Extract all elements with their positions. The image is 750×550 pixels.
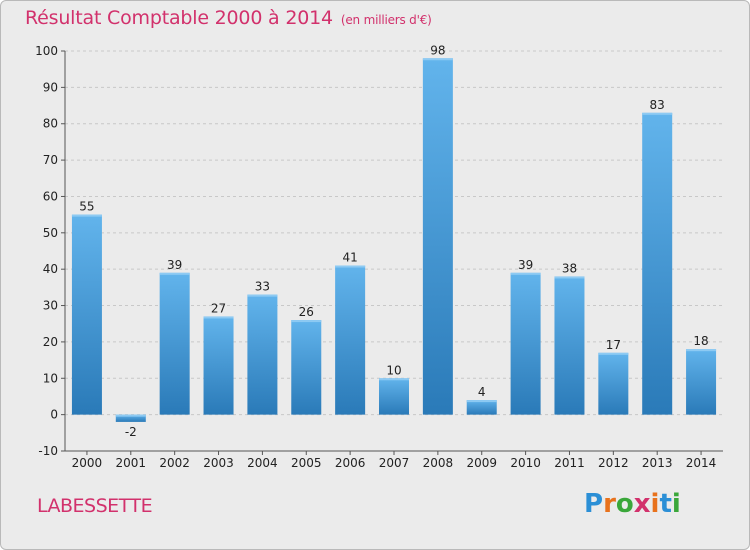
data-label-2001: -2: [125, 425, 137, 439]
axes: [61, 50, 723, 455]
data-label-2011: 38: [562, 261, 577, 275]
commune-name: LABESSETTE: [37, 495, 153, 517]
data-label-2010: 39: [518, 258, 533, 272]
data-label-2006: 41: [342, 251, 357, 265]
x-tick-label-2005: 2005: [291, 456, 322, 470]
y-tick-label: 100: [35, 44, 58, 58]
logo-letter: i: [650, 489, 660, 519]
x-tick-label-2013: 2013: [642, 456, 673, 470]
x-tick-labels: 2000 2001 2002 2003 2004 2005 2006 2007 2008 2009…: [72, 456, 717, 470]
bar-highlight: [335, 265, 366, 268]
y-tick-label: 0: [50, 408, 58, 422]
logo-letter: r: [603, 489, 616, 519]
bars: [71, 58, 717, 422]
logo-letter: o: [615, 489, 634, 519]
bar-2001[interactable]: [115, 414, 146, 422]
bar-2005[interactable]: [291, 320, 322, 415]
bar-highlight: [379, 378, 409, 381]
logo-letter: x: [633, 489, 651, 519]
x-tick-label-2000: 2000: [72, 456, 103, 470]
chart-title: Résultat Comptable 2000 à 2014 (en millie…: [25, 7, 432, 29]
chart-subtitle: (en milliers d'€): [340, 13, 432, 27]
y-tick-label: 10: [43, 371, 58, 385]
data-label-2007: 10: [386, 363, 401, 377]
x-tick-label-2010: 2010: [510, 456, 541, 470]
y-tick-label: -10: [38, 444, 58, 458]
bar-highlight: [159, 272, 190, 275]
y-tick-label: 20: [43, 335, 58, 349]
x-tick-label-2006: 2006: [335, 456, 366, 470]
y-tick-label: 40: [43, 262, 58, 276]
bar-2012[interactable]: [598, 352, 629, 415]
bar-highlight: [247, 294, 278, 297]
bar-highlight: [598, 352, 629, 355]
data-label-2005: 26: [299, 305, 314, 319]
x-tick-label-2001: 2001: [116, 456, 147, 470]
bar-highlight: [291, 320, 322, 323]
y-tick-labels: -10 0 10 20 30 40 50 60 70 80 90 100: [35, 44, 58, 458]
bar-2008[interactable]: [422, 58, 453, 415]
data-labels: 55 -2 39 27 33 26 41 10 98 4 39 38 17 83 18: [79, 43, 708, 439]
logo-letter: i: [671, 489, 681, 519]
bar-2004[interactable]: [247, 294, 278, 415]
bar-highlight: [422, 58, 453, 61]
data-label-2013: 83: [650, 98, 665, 112]
bar-highlight: [71, 214, 102, 217]
bar-2002[interactable]: [159, 272, 190, 415]
logo-letter: P: [584, 489, 604, 519]
x-tick-label-2011: 2011: [554, 456, 585, 470]
y-tick-label: 70: [43, 153, 58, 167]
data-label-2004: 33: [255, 280, 270, 294]
data-label-2009: 4: [478, 385, 486, 399]
x-tick-label-2008: 2008: [423, 456, 454, 470]
bar-highlight: [554, 276, 585, 279]
bar-2014[interactable]: [686, 349, 717, 415]
bar-2010[interactable]: [510, 272, 541, 415]
data-label-2000: 55: [79, 200, 94, 214]
y-tick-label: 80: [43, 117, 58, 131]
bar-2007[interactable]: [379, 378, 409, 415]
data-label-2008: 98: [430, 43, 445, 57]
bar-2003[interactable]: [203, 316, 234, 415]
x-tick-label-2014: 2014: [686, 456, 717, 470]
x-tick-label-2002: 2002: [159, 456, 190, 470]
bar-highlight: [115, 414, 146, 417]
data-label-2014: 18: [693, 334, 708, 348]
bar-2011[interactable]: [554, 276, 585, 415]
bar-highlight: [686, 349, 717, 352]
bar-2006[interactable]: [335, 265, 366, 415]
bar-highlight: [203, 316, 234, 319]
x-tick-label-2007: 2007: [379, 456, 410, 470]
data-label-2003: 27: [211, 301, 226, 315]
x-tick-label-2003: 2003: [203, 456, 234, 470]
y-tick-label: 30: [43, 299, 58, 313]
bar-highlight: [466, 400, 497, 403]
bar-2000[interactable]: [71, 214, 102, 415]
data-label-2002: 39: [167, 258, 182, 272]
x-tick-label-2004: 2004: [247, 456, 278, 470]
y-tick-label: 50: [43, 226, 58, 240]
bar-highlight: [510, 272, 541, 275]
bar-highlight: [642, 112, 673, 115]
x-tick-label-2012: 2012: [598, 456, 629, 470]
proxiti-logo[interactable]: Proxiti: [584, 489, 681, 519]
y-tick-label: 90: [43, 80, 58, 94]
chart-title-text: Résultat Comptable 2000 à 2014: [25, 7, 333, 29]
bar-2013[interactable]: [642, 112, 673, 415]
bar-2009[interactable]: [466, 400, 497, 415]
x-tick-label-2009: 2009: [466, 456, 497, 470]
data-label-2012: 17: [606, 338, 621, 352]
logo-letter: t: [659, 489, 672, 519]
y-tick-label: 60: [43, 189, 58, 203]
